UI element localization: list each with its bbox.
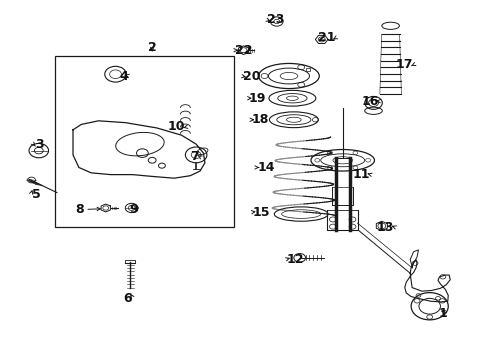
Text: 11: 11 [352, 168, 369, 181]
Text: 6: 6 [123, 292, 132, 305]
Text: 9: 9 [129, 203, 138, 216]
Text: 23: 23 [267, 13, 284, 26]
Text: 10: 10 [168, 121, 185, 134]
Text: 13: 13 [377, 221, 394, 234]
Text: 12: 12 [287, 253, 304, 266]
Text: 2: 2 [148, 41, 156, 54]
Text: 3: 3 [35, 138, 44, 150]
Text: 4: 4 [119, 69, 128, 82]
Text: 19: 19 [248, 92, 266, 105]
Text: 5: 5 [32, 188, 41, 201]
Text: 15: 15 [252, 206, 270, 219]
Text: 18: 18 [251, 113, 269, 126]
Bar [306, 68, 311, 71]
Text: 22: 22 [235, 44, 253, 57]
Text: 1: 1 [439, 307, 448, 320]
Text: 16: 16 [362, 95, 379, 108]
Text: 8: 8 [75, 203, 84, 216]
Text: 7: 7 [190, 150, 198, 163]
Text: 17: 17 [395, 58, 413, 71]
Text: 14: 14 [257, 161, 275, 174]
Text: 20: 20 [243, 69, 260, 82]
Bar [55, 56, 234, 226]
Text: 21: 21 [318, 31, 335, 44]
